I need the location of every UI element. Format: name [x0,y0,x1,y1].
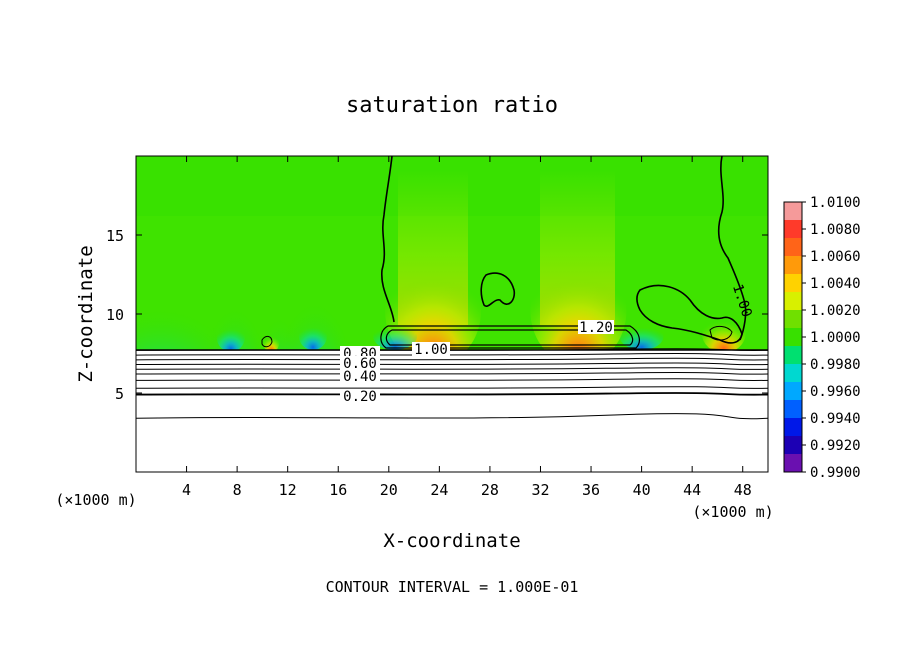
colorbar-swatch-1 [784,220,802,239]
contour-1.00-loop [636,284,743,344]
y-tick-label-15: 15 [106,227,124,245]
subcloud-region [136,350,768,472]
colorbar-swatch-4 [784,274,802,293]
colorbar-label-7: 0.9960 [810,384,861,400]
x-tick-label-16: 16 [329,481,347,499]
subcloud-contour-6 [136,378,768,382]
contour-label-0.60: 0.60 [343,356,377,372]
contour-1.20 [380,325,640,349]
contour-cell-left [261,335,273,348]
colorbar-swatch-3 [784,256,802,275]
x-tick-label-36: 36 [582,481,600,499]
colorbar-swatch-6 [784,310,802,329]
y-axis: 5 10 15 [106,227,768,403]
contour-label-1.00-main: 1.00 [414,342,448,358]
colorbar-swatch-14 [784,454,802,473]
colorbar-swatch-12 [784,418,802,437]
x-tick-label-28: 28 [481,481,499,499]
contour-labels: 1.20 1.00 0.80 0.60 0.40 0.20 1.00 [340,282,755,405]
y-tick-label-5: 5 [115,385,124,403]
y-axis-label: Z-coordinate [75,245,97,382]
colorbar-label-5: 1.0000 [810,330,861,346]
subcloud-contour-1 [136,353,768,356]
subcloud-contour-8 [136,392,768,396]
colorbar-label-1: 1.0080 [810,222,861,238]
x-tick-label-24: 24 [430,481,448,499]
x-tick-label-12: 12 [279,481,297,499]
colorbar-label-10: 0.9900 [810,465,861,481]
colorbar-swatch-11 [784,400,802,419]
contour-1.00-right [717,156,747,341]
x-unit-label-right: (×1000 m) [692,503,773,521]
contour-lines [136,156,768,420]
subcloud-contour-2 [136,357,768,361]
colorbar-swatch-10 [784,382,802,401]
field-hotspot-1 [530,255,627,366]
colorbar: 1.0100 1.0080 1.0060 1.0040 1.0020 1.0000 0.99… [783,195,861,481]
subcloud-contour-3 [136,362,768,366]
field-hotspot-2 [701,312,746,353]
subcloud-contour-5 [136,371,768,375]
colorbar-label-9: 0.9920 [810,438,861,454]
contour-1.00-left [381,156,395,323]
colorbar-label-6: 0.9980 [810,357,861,373]
colorbar-swatch-13 [784,436,802,455]
contour-label-0.40: 0.40 [343,369,377,385]
colorbar-label-8: 0.9940 [810,411,861,427]
subcloud-contour-4 [136,367,768,370]
field-hotspot-3 [263,332,280,353]
x-tick-label-48: 48 [734,481,752,499]
chart-title: saturation ratio [346,93,558,118]
field-dryspot-3 [298,322,327,351]
contour-cell-right [709,325,733,341]
colorbar-swatch-5 [784,292,802,311]
x-axis: 4 8 12 16 20 24 28 32 36 40 44 48 [182,156,752,499]
x-unit-label-left: (×1000 m) [55,491,136,509]
x-tick-label-8: 8 [233,481,242,499]
field-dryspot-2 [216,323,245,352]
colorbar-label-3: 1.0040 [810,276,861,292]
subcloud-contour-0 [136,348,768,352]
colorbar-swatch-2 [784,238,802,257]
colorbar-swatch-9 [784,364,802,383]
heatmap-field [136,156,768,472]
colorbar-label-2: 1.0060 [810,249,861,265]
colorbar-swatch-7 [784,328,802,347]
colorbar-swatch-8 [784,346,802,365]
x-tick-label-20: 20 [380,481,398,499]
contour-1.20-inner [385,329,634,346]
contour-label-1.20: 1.20 [579,320,613,336]
x-tick-label-4: 4 [182,481,191,499]
field-dryspot-1 [619,322,664,351]
x-tick-label-32: 32 [531,481,549,499]
subcloud-contour-7 [136,386,768,389]
colorbar-label-0: 1.0100 [810,195,861,211]
colorbar-label-4: 1.0020 [810,303,861,319]
contour-interval-note: CONTOUR INTERVAL = 1.000E-01 [326,578,579,596]
contour-1.00-blob [480,272,516,307]
subcloud-contour-9 [136,413,768,420]
contour-label-0.20: 0.20 [343,389,377,405]
colorbar-swatch-0 [784,202,802,221]
x-axis-label: X-coordinate [383,530,520,552]
x-tick-label-40: 40 [633,481,651,499]
y-tick-label-10: 10 [106,306,124,324]
x-tick-label-44: 44 [683,481,701,499]
